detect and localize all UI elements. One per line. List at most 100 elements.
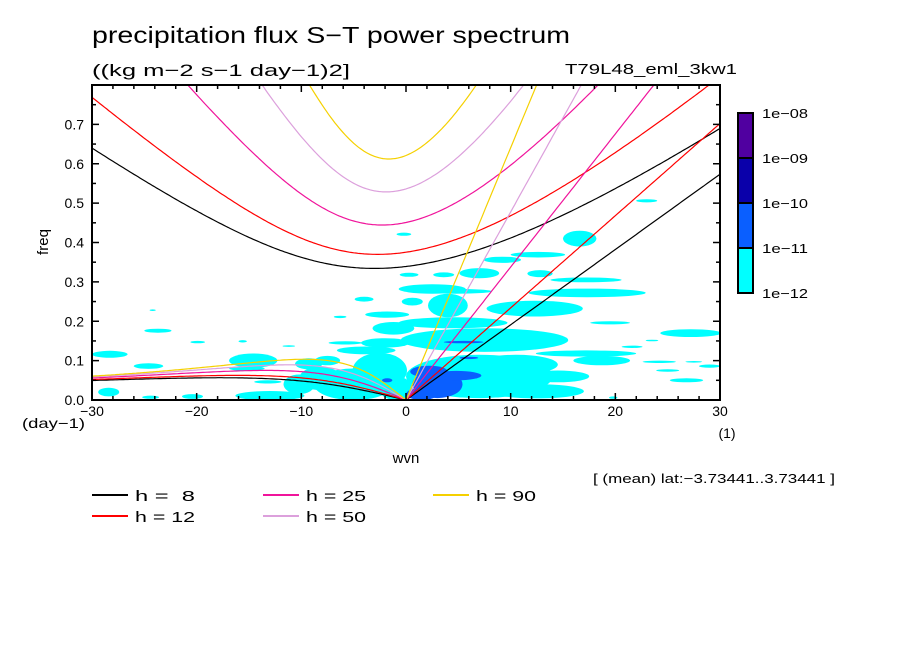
- kelvin-curve-h12: [405, 123, 720, 400]
- shaded-region-level-1: [526, 370, 590, 383]
- shaded-region-level-1: [92, 350, 128, 358]
- shaded-region-level-1: [660, 329, 720, 337]
- chart-title: precipitation flux S−T power spectrum: [92, 22, 570, 48]
- y-axis-label: freq: [35, 229, 52, 255]
- shaded-region-level-1: [642, 360, 676, 363]
- legend-item-h90: h = 90: [433, 488, 536, 505]
- shaded-region-level-1: [428, 293, 468, 318]
- shaded-region-level-1: [474, 354, 558, 375]
- dispersion-curves: [92, 85, 720, 400]
- shaded-region-level-1: [656, 369, 680, 372]
- shaded-region-level-1: [235, 391, 305, 400]
- legend-item-h12: h = 12: [92, 509, 195, 526]
- shaded-region-level-1: [645, 339, 659, 342]
- shaded-region-level-1: [527, 270, 553, 278]
- shaded-region-level-1: [609, 396, 618, 399]
- shaded-region-level-1: [328, 341, 362, 345]
- shaded-region-level-2: [406, 388, 438, 400]
- shaded-region-level-1: [399, 272, 419, 277]
- plot-area: −30 −20 −10 0 10 20 30 0.0 0.1 0.2 0.3 0.4 0.5 0.6 0.7: [65, 84, 728, 419]
- colorbar-swatch: [737, 247, 754, 294]
- y-tick-label: 0.4: [65, 235, 85, 251]
- x-tick-label: 30: [712, 403, 728, 419]
- n1-inertia-gravity-curve-h8: [92, 127, 720, 269]
- shaded-region-level-1: [144, 328, 172, 333]
- y-tick-label: 0.1: [65, 353, 85, 369]
- shaded-region-level-1: [282, 345, 296, 347]
- latitude-footnote: [ (mean) lat:−3.73441..3.73441 ]: [593, 471, 835, 486]
- kelvin-curve-h50: [405, 85, 582, 400]
- shaded-region-level-1: [398, 284, 466, 294]
- shaded-region-level-2: [459, 356, 479, 360]
- colorbar-label: 1e−11: [762, 241, 808, 256]
- shaded-region-level-1: [401, 297, 423, 306]
- colorbar-label: 1e−09: [762, 151, 808, 166]
- y-tick-label: 0.6: [65, 156, 85, 172]
- x-tick-label: −20: [185, 403, 209, 419]
- legend-item-h50: h = 50: [263, 509, 366, 526]
- legend-label-h90: h = 90: [476, 488, 536, 505]
- legend-item-h25: h = 25: [263, 488, 366, 505]
- colorbar-swatch: [737, 202, 754, 249]
- shaded-region-level-1: [510, 251, 566, 258]
- n1-equatorial-rossby-curve-h12: [92, 374, 407, 400]
- axis-tick-labels: −30 −20 −10 0 10 20 30 0.0 0.1 0.2 0.3 0.4 0.5 0.6 0.7: [65, 116, 728, 419]
- shaded-region-level-2: [382, 378, 393, 383]
- x-unit-label: (1): [718, 425, 735, 441]
- colorbar-swatch: [737, 157, 754, 204]
- y-tick-label: 0.0: [65, 392, 85, 408]
- shaded-region-level-1: [354, 296, 374, 302]
- shaded-region-level-1: [365, 311, 410, 318]
- y-tick-label: 0.3: [65, 274, 85, 290]
- shaded-region-level-1: [459, 268, 500, 279]
- shaded-region-level-1: [238, 340, 247, 343]
- shaded-region-level-1: [563, 230, 597, 247]
- n1-inertia-gravity-curve-h50: [261, 85, 525, 193]
- shaded-region-level-1: [396, 232, 412, 236]
- x-tick-label: −30: [80, 403, 104, 419]
- shaded-region-level-1: [333, 315, 347, 319]
- n1-inertia-gravity-curve-h12: [92, 85, 711, 255]
- kelvin-curve-h25: [405, 85, 655, 400]
- legend-label-h8: h = 8: [135, 488, 195, 505]
- colorbar-label: 1e−08: [762, 106, 808, 121]
- y-tick-label: 0.2: [65, 313, 85, 329]
- shaded-region-level-1: [699, 364, 720, 368]
- n1-equatorial-rossby-curve-h25: [92, 369, 407, 400]
- shaded-region-level-1: [621, 345, 643, 348]
- legend-item-h8: h = 8: [92, 488, 195, 505]
- legend: h = 8 h = 12 h = 25 h = 50 h = 90: [92, 488, 536, 526]
- shaded-region-level-1: [361, 338, 410, 348]
- experiment-label: T79L48_eml_3kw1: [565, 61, 737, 78]
- shaded-region-level-1: [590, 321, 630, 325]
- colorbar-label: 1e−10: [762, 196, 808, 211]
- chart-units: ((kg m−2 s−1 day−1)2]: [92, 61, 350, 80]
- legend-label-h50: h = 50: [306, 509, 366, 526]
- shaded-region-level-1: [149, 309, 156, 312]
- shaded-region-level-1: [98, 387, 120, 397]
- n1-inertia-gravity-curve-h25: [186, 85, 599, 226]
- colorbar: 1e−12 1e−11 1e−10 1e−09 1e−08: [737, 106, 808, 301]
- n1-equatorial-rossby-curve-h8: [92, 377, 407, 400]
- y-tick-label: 0.5: [65, 195, 85, 211]
- shaded-region-level-1: [685, 361, 703, 363]
- shaded-region-level-1: [550, 277, 622, 283]
- y-tick-label: 0.7: [65, 116, 85, 132]
- n1-equatorial-rossby-curve-h90: [92, 358, 407, 400]
- axis-ticks: [91, 84, 721, 401]
- shaded-region-level-1: [486, 300, 583, 317]
- colorbar-label: 1e−12: [762, 286, 808, 301]
- x-tick-label: 0: [402, 403, 410, 419]
- shaded-region-level-1: [182, 394, 203, 399]
- shaded-region-level-1: [528, 288, 646, 298]
- x-axis-label: wvn: [392, 450, 420, 467]
- shaded-region-level-1: [336, 346, 396, 355]
- shaded-region-level-1: [190, 340, 205, 344]
- shaded-region-level-1: [573, 355, 630, 366]
- shaded-region-level-1: [254, 380, 282, 384]
- n1-inertia-gravity-curve-h90: [308, 85, 478, 160]
- shaded-region-level-1: [372, 322, 415, 335]
- shaded-region-level-1: [400, 328, 569, 352]
- shaded-region-level-1: [636, 199, 658, 203]
- legend-label-h25: h = 25: [306, 488, 366, 505]
